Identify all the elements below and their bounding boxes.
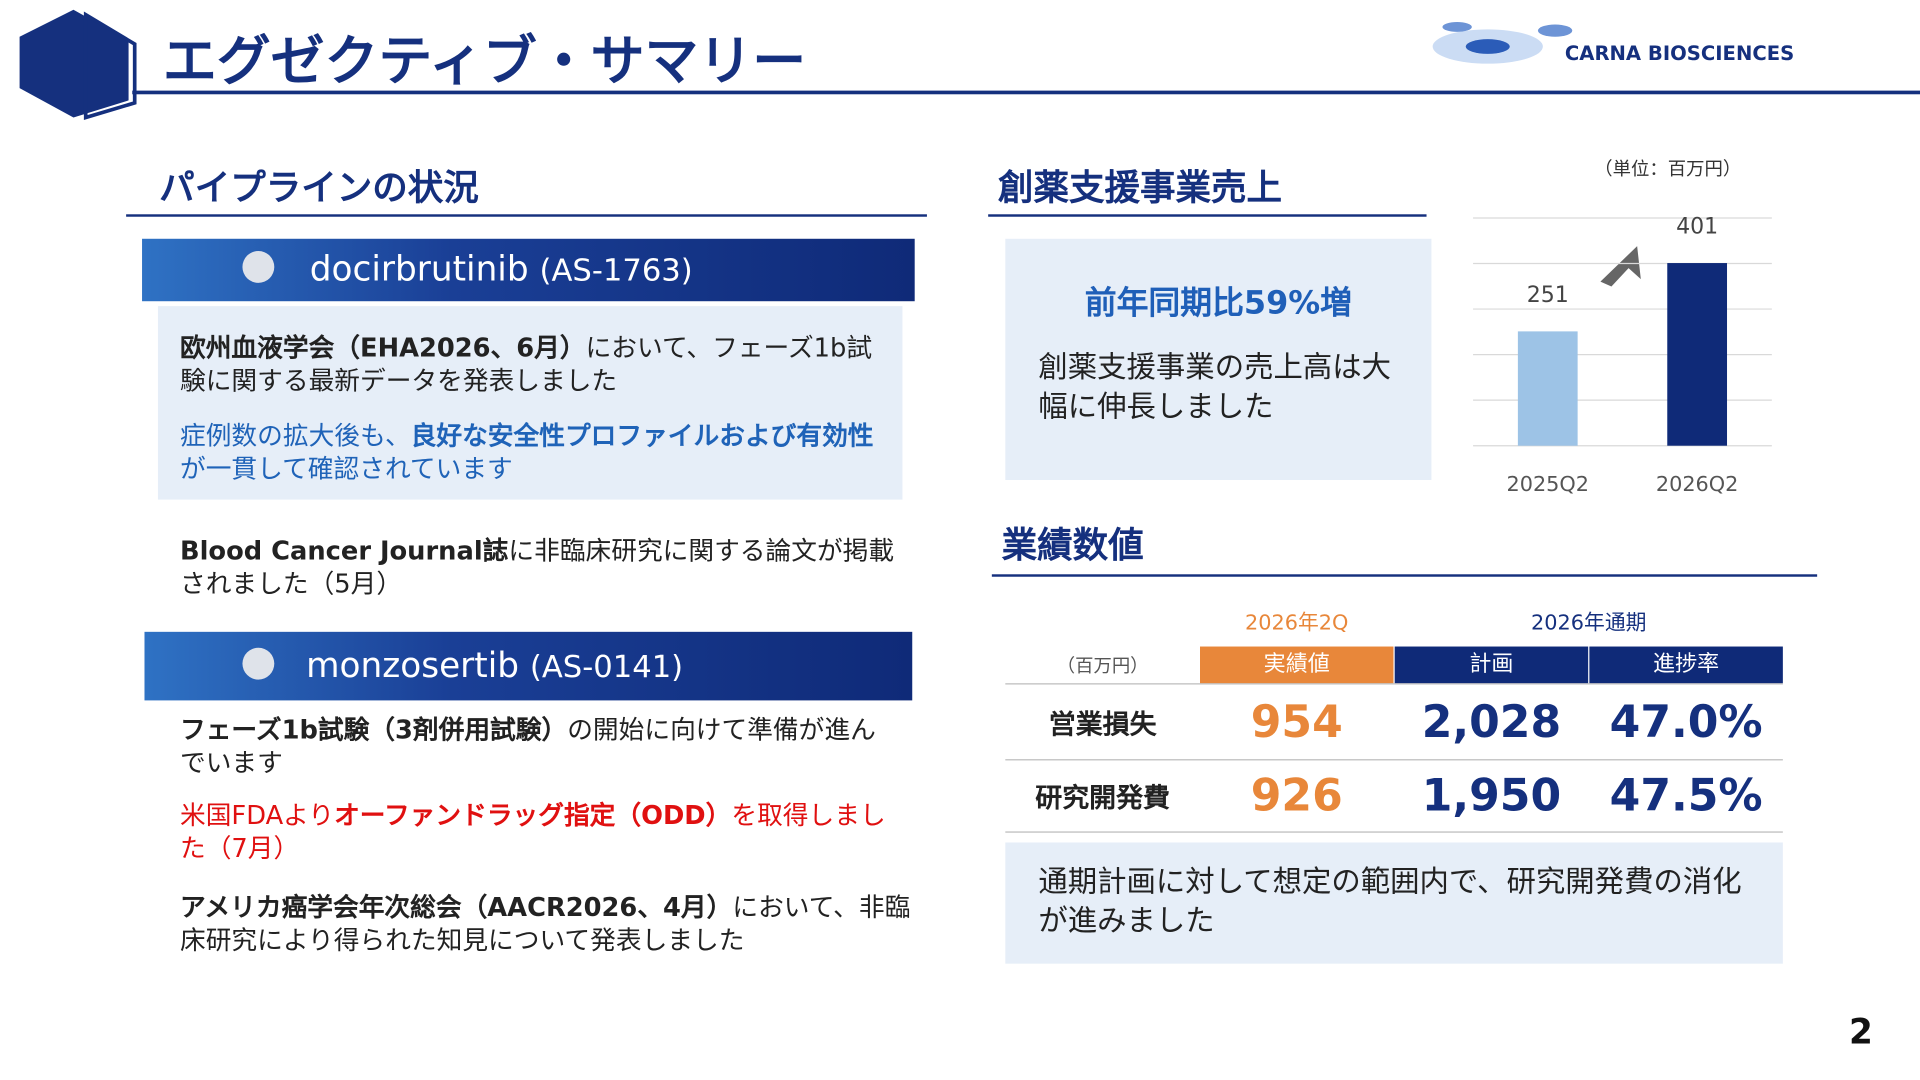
heading-rule xyxy=(991,574,1818,577)
sales-headline: 前年同期比59%増 xyxy=(1084,285,1352,323)
table-rule xyxy=(1005,831,1783,833)
text: を取得しました（7月） xyxy=(180,800,886,864)
heading-rule xyxy=(988,214,1427,217)
header-rule xyxy=(132,90,1920,95)
highlight-box xyxy=(157,306,903,500)
drug-name: monzosertib xyxy=(306,645,519,686)
paragraph: フェーズ1b試験（3剤併用試験）の開始に向けて準備が進んでいます xyxy=(180,714,896,780)
paragraph: 症例数の拡大後も、良好な安全性プロファイルおよび有効性が一貫して確認されています xyxy=(180,420,890,486)
unit-label: （単位：百万円） xyxy=(1594,159,1741,180)
text: において、非臨床研究により得られた知見について発表しました xyxy=(180,892,911,956)
table-rule xyxy=(1005,759,1783,761)
hexagon xyxy=(19,9,129,118)
drug-name: docirbrutinib (AS-1763) xyxy=(310,249,693,289)
drug-name: monzosertib (AS-0141) xyxy=(306,645,683,685)
logo-mark xyxy=(1442,22,1472,32)
column-header: 進捗率 xyxy=(1589,646,1783,684)
text: 米国FDAより xyxy=(180,800,335,831)
x-tick-label: 2026Q2 xyxy=(1656,472,1739,496)
text: において、フェーズ1b試験に関する最新データを発表しました xyxy=(180,333,873,396)
drug-code: (AS-1763) xyxy=(539,252,693,288)
paragraph: アメリカ癌学会年次総会（AACR2026、4月）において、非臨床研究により得られ… xyxy=(180,891,915,957)
paragraph: 欧州血液学会（EHA2026、6月）において、フェーズ1b試験に関する最新データ… xyxy=(180,332,878,398)
page-number: 2 xyxy=(1848,1011,1873,1052)
drug-banner: docirbrutinib (AS-1763) xyxy=(142,238,915,302)
text: の開始に向けて準備が進んでいます xyxy=(180,715,876,778)
paragraph: Blood Cancer Journal誌に非臨床研究に関する論文が掲載されまし… xyxy=(180,535,896,601)
unit-label: （百万円） xyxy=(1056,655,1149,678)
bar xyxy=(1517,331,1578,446)
column-header: 実績値 xyxy=(1200,646,1394,684)
column-header: 計画 xyxy=(1394,646,1589,684)
sales-box xyxy=(1005,238,1432,481)
text: フェーズ1b試験（3剤併用試験） xyxy=(180,715,568,745)
logo-mark xyxy=(1537,24,1573,37)
paragraph: 米国FDAよりオーファンドラッグ指定（ODD）を取得しました（7月） xyxy=(180,800,896,866)
growth-arrow xyxy=(1600,246,1641,287)
pill-icon xyxy=(242,251,275,283)
note-box xyxy=(1005,842,1783,964)
section-heading: 創薬支援事業売上 xyxy=(997,166,1283,209)
value-cell: 47.5% xyxy=(1609,771,1763,822)
hexagon-outline xyxy=(83,11,137,121)
drug-name: docirbrutinib xyxy=(309,248,529,289)
row-label: 営業損失 xyxy=(1048,710,1157,741)
drug-banner: monzosertib (AS-0141) xyxy=(144,631,913,701)
logo-text: CARNA BIOSCIENCES xyxy=(1564,41,1795,65)
text: 良好な安全性プロファイルおよび有効性 xyxy=(410,421,874,451)
text: アメリカ癌学会年次総会（AACR2026、4月） xyxy=(180,892,733,923)
heading-rule xyxy=(126,214,927,217)
group-header: 2026年通期 xyxy=(1531,611,1647,636)
text: が一貫して確認されています xyxy=(180,454,513,484)
logo-mark xyxy=(1465,39,1510,54)
table-rule xyxy=(1005,683,1783,685)
note: 通期計画に対して想定の範囲内で、研究開発費の消化が進みました xyxy=(1038,864,1742,938)
bar xyxy=(1667,263,1728,446)
value-cell: 926 xyxy=(1250,771,1343,822)
group-header: 2026年2Q xyxy=(1245,611,1349,636)
value-label: 251 xyxy=(1527,283,1569,308)
text: に非臨床研究に関する論文が掲載されました（5月） xyxy=(180,536,895,599)
section-heading: 業績数値 xyxy=(1001,524,1144,566)
text: オーファンドラッグ指定（ODD） xyxy=(334,800,732,831)
value-cell: 954 xyxy=(1250,697,1343,749)
value-cell: 2,028 xyxy=(1421,697,1562,749)
value-cell: 1,950 xyxy=(1421,771,1562,822)
x-tick-label: 2025Q2 xyxy=(1506,472,1589,496)
section-heading: パイプラインの状況 xyxy=(159,166,479,209)
row-label: 研究開発費 xyxy=(1035,783,1171,815)
sales-body: 創薬支援事業の売上高は大幅に伸長しました xyxy=(1038,350,1392,424)
drug-code: (AS-0141) xyxy=(529,648,684,685)
value-cell: 47.0% xyxy=(1609,697,1763,749)
text: 症例数の拡大後も、 xyxy=(180,421,411,451)
text: 欧州血液学会（EHA2026、6月） xyxy=(180,333,586,363)
title: エグゼクティブ・サマリー xyxy=(162,30,807,94)
value-label: 401 xyxy=(1676,215,1718,240)
text: Blood Cancer Journal誌 xyxy=(180,536,509,566)
pill-icon xyxy=(242,647,275,680)
sales-chart: （単位：百万円） 251 2025Q2 401 2026Q2 xyxy=(1473,159,1772,496)
